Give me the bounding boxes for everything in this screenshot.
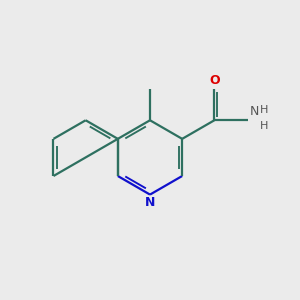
Text: O: O: [209, 74, 220, 87]
Text: H: H: [260, 105, 268, 115]
Text: H: H: [260, 122, 268, 131]
Text: N: N: [145, 196, 155, 209]
Text: N: N: [250, 105, 259, 119]
